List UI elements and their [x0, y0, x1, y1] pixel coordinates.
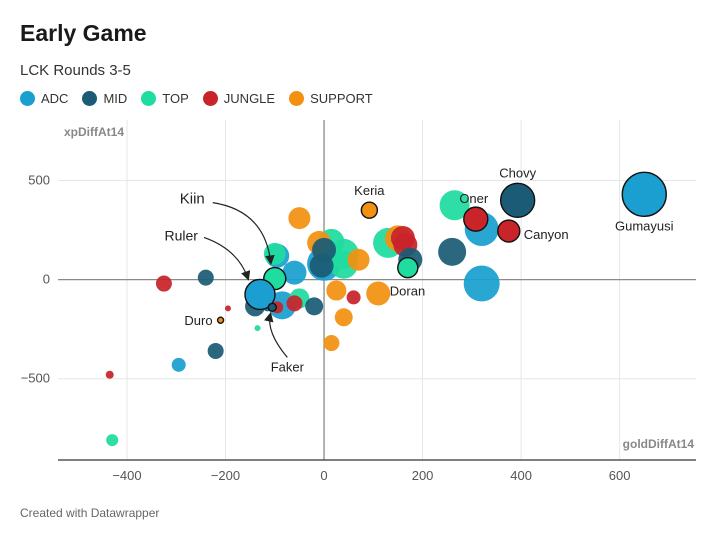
y-axis-title: xpDiffAt14 — [64, 125, 124, 139]
highlighted-point-oner — [463, 206, 489, 232]
x-axis-title: goldDiffAt14 — [623, 437, 695, 451]
data-point-jungle — [105, 370, 114, 379]
label-gumayusi: Gumayusi — [615, 218, 674, 233]
highlighted-point-chovy — [499, 182, 536, 218]
highlighted-point-faker — [267, 302, 278, 313]
arrow-faker — [264, 312, 288, 358]
legend-swatch-top — [141, 91, 157, 106]
data-point-mid — [207, 342, 224, 359]
data-point-mid — [197, 269, 214, 286]
y-tick-label: −500 — [21, 371, 50, 386]
chart-subtitle: LCK Rounds 3-5 — [20, 62, 131, 79]
legend-item-top: TOP — [141, 91, 189, 106]
label-faker: Faker — [271, 359, 305, 374]
legend-swatch-jungle — [202, 91, 218, 106]
label-doran: Doran — [390, 284, 425, 299]
x-tick-label: −400 — [112, 468, 141, 483]
data-point-jungle — [346, 290, 361, 305]
legend-label-support: SUPPORT — [310, 91, 373, 106]
data-point-top — [439, 190, 470, 221]
data-point-support — [347, 248, 370, 271]
legend-label-top: TOP — [162, 91, 189, 106]
data-point-mid — [309, 253, 334, 278]
data-point-mid — [305, 297, 324, 316]
data-point-jungle — [155, 275, 172, 292]
legend-swatch-support — [289, 91, 305, 106]
legend-swatch-mid — [82, 91, 98, 106]
legend-label-adc: ADC — [41, 91, 69, 106]
x-tick-label: 400 — [510, 468, 532, 483]
data-point-support — [288, 207, 311, 230]
footer-credit: Created with Datawrapper — [20, 506, 160, 520]
data-point-adc — [463, 265, 500, 302]
x-tick-label: −200 — [211, 468, 240, 483]
arrow-kiin — [212, 202, 275, 265]
data-point-jungle — [286, 295, 303, 312]
highlighted-point-keria — [360, 201, 379, 219]
data-point-support — [323, 335, 340, 352]
legend-item-support: SUPPORT — [289, 91, 373, 106]
legend-item-jungle: JUNGLE — [202, 91, 276, 106]
data-point-adc — [171, 357, 186, 372]
data-point-top — [106, 434, 119, 447]
data-points — [105, 171, 667, 447]
legend-swatch-adc — [20, 91, 35, 106]
y-tick-label: 500 — [28, 172, 50, 187]
data-point-top — [254, 325, 261, 332]
highlighted-point-canyon — [497, 219, 521, 243]
label-ruler: Ruler — [165, 227, 199, 243]
label-chovy: Chovy — [499, 165, 536, 180]
highlighted-point-gumayusi — [621, 171, 667, 218]
x-tick-label: 200 — [412, 468, 434, 483]
annotations: Gumayusi Chovy Oner Canyon Keria Doran Kiin Rul… — [165, 165, 674, 374]
legend-label-mid: MID — [103, 91, 128, 106]
highlighted-point-doran — [397, 256, 419, 279]
x-tick-label: 0 — [320, 468, 327, 483]
y-tick-label: 0 — [43, 272, 50, 287]
arrow-ruler — [203, 236, 251, 281]
data-point-support — [326, 280, 347, 301]
legend: ADC MID TOP JUNGLE SUPPORT — [20, 91, 387, 106]
label-duro: Duro — [184, 313, 212, 328]
label-keria: Keria — [354, 183, 385, 198]
data-point-mid — [438, 237, 467, 266]
label-oner: Oner — [459, 191, 489, 206]
grid-lines — [58, 120, 696, 460]
legend-item-mid: MID — [82, 91, 127, 106]
data-point-adc — [282, 260, 307, 285]
label-kiin: Kiin — [180, 191, 205, 208]
highlighted-point-ruler — [244, 278, 276, 311]
data-point-support — [366, 281, 391, 306]
chart-title: Early Game — [20, 20, 147, 46]
label-canyon: Canyon — [524, 227, 569, 242]
x-tick-label: 600 — [609, 468, 631, 483]
highlighted-point-duro — [216, 316, 225, 324]
data-point-support — [334, 308, 353, 327]
data-point-jungle — [224, 305, 231, 312]
legend-item-adc: ADC — [20, 91, 68, 106]
axes: −400 −200 0 200 400 600 −500 0 500 xpDiffAt14 gold… — [21, 120, 696, 483]
legend-label-jungle: JUNGLE — [223, 91, 276, 106]
